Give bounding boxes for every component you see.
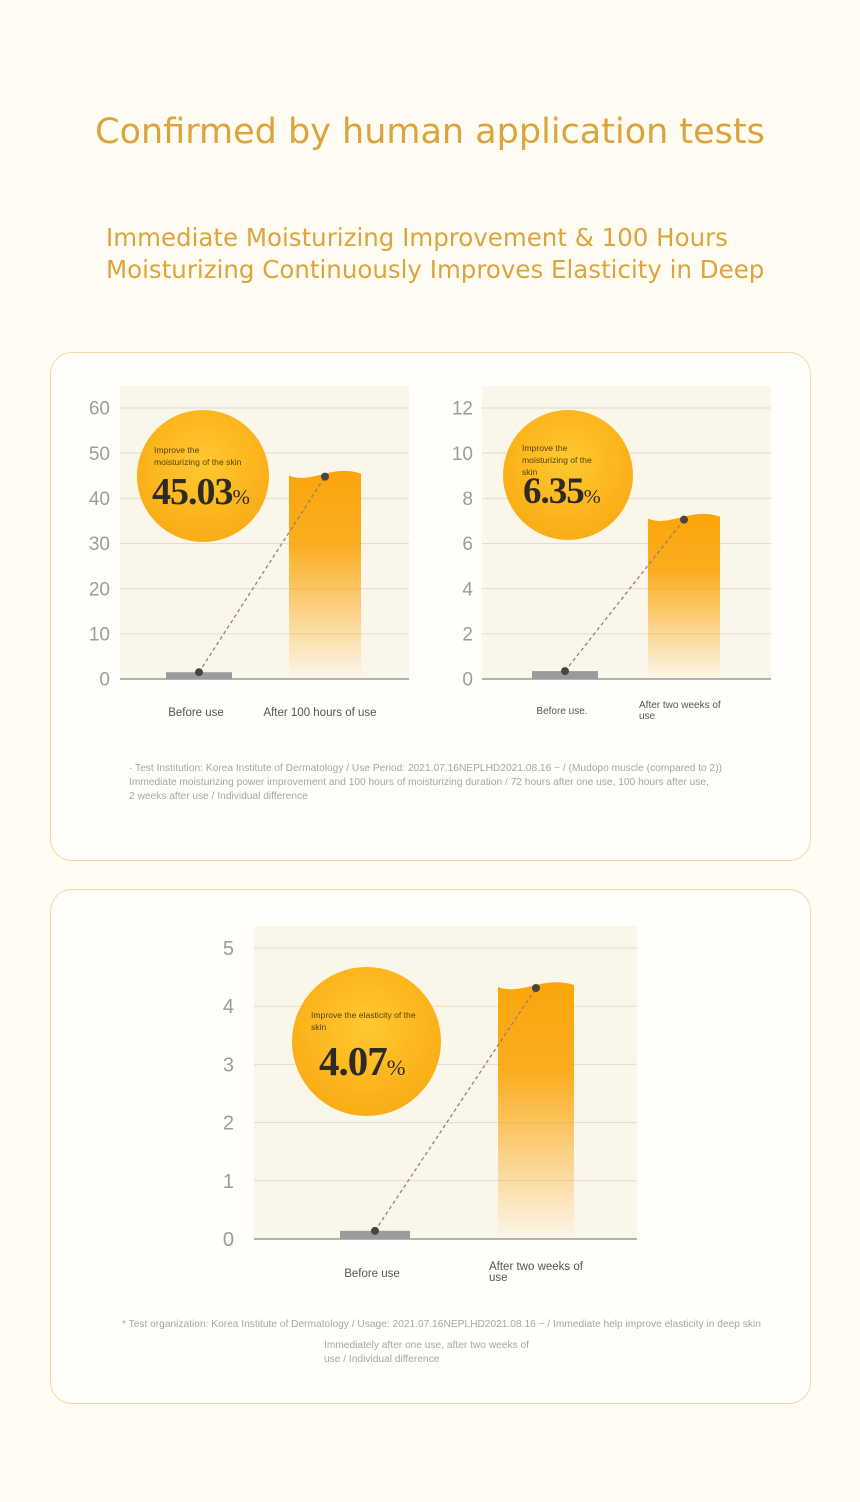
- x-category-label: Before use.: [536, 706, 587, 717]
- badge-value: 45.03%: [152, 470, 250, 514]
- badge-value-unit: %: [386, 1055, 406, 1080]
- y-tick-label: 30: [89, 534, 110, 555]
- subtitle-line-1: Immediate Moisturizing Improvement & 100…: [106, 223, 728, 252]
- badge-value: 6.35%: [523, 470, 601, 513]
- subtitle-line-2: Moisturizing Continuously Improves Elast…: [106, 255, 765, 284]
- footnote-line: 2 weeks after use / Individual differenc…: [129, 791, 308, 802]
- moisturizing-2w-badge: Improve the moisturizing of the skin 6.3…: [503, 410, 633, 540]
- footnote-line: Immediately after one use, after two wee…: [324, 1340, 529, 1351]
- y-tick-label: 10: [89, 624, 110, 645]
- bar-after: [498, 982, 574, 1239]
- page-title: Confirmed by human application tests: [95, 112, 765, 152]
- y-tick-label: 50: [89, 444, 110, 465]
- y-tick-label: 0: [99, 670, 110, 691]
- card2-footnote: * Test organization: Korea Institute of …: [122, 1318, 761, 1332]
- y-tick-label: 2: [223, 1113, 234, 1135]
- x-category-label: After two weeks of use: [639, 700, 721, 722]
- badge-value-number: 4.07: [319, 1038, 388, 1084]
- y-tick-label: 10: [452, 444, 473, 465]
- bar-after: [289, 470, 361, 679]
- y-tick-label: 6: [462, 534, 473, 555]
- y-tick-label: 20: [89, 579, 110, 600]
- y-tick-label: 2: [462, 624, 473, 645]
- y-tick-label: 8: [462, 489, 473, 510]
- y-tick-label: 0: [462, 670, 473, 691]
- data-point: [680, 515, 688, 524]
- footnote-line: · Test Institution: Korea Institute of D…: [129, 763, 722, 774]
- y-tick-label: 60: [89, 399, 110, 420]
- badge-value-number: 45.03: [152, 471, 233, 513]
- x-category-label: Before use: [344, 1268, 400, 1280]
- data-point: [321, 472, 329, 481]
- badge-label: Improve the elasticity of the skin: [311, 1010, 416, 1032]
- x-category-label: After 100 hours of use: [263, 707, 376, 719]
- card2-footnote-continued: Immediately after one use, after two wee…: [324, 1339, 529, 1367]
- y-tick-label: 12: [452, 399, 473, 420]
- y-tick-label: 3: [223, 1054, 234, 1076]
- trend-line: [374, 987, 537, 1232]
- y-tick-label: 1: [223, 1171, 234, 1193]
- badge-label: Improve the moisturizing of the skin: [522, 443, 592, 477]
- y-tick-label: 5: [223, 938, 234, 960]
- y-tick-label: 0: [223, 1229, 234, 1251]
- footnote-line: * Test organization: Korea Institute of …: [122, 1319, 761, 1330]
- data-point: [561, 667, 569, 676]
- data-point: [195, 668, 203, 677]
- badge-value-unit: %: [232, 485, 250, 509]
- x-category-label: After two weeks of use: [489, 1261, 584, 1284]
- page-subtitle: Immediate Moisturizing Improvement & 100…: [106, 222, 826, 286]
- footnote-line: use / Individual difference: [324, 1354, 440, 1365]
- elasticity-badge: Improve the elasticity of the skin 4.07%: [292, 967, 441, 1116]
- badge-label: Improve the moisturizing of the skin: [154, 445, 242, 467]
- chart-3: 0 1 2 3 4 5 Before use After two weeks of use: [223, 926, 637, 1284]
- moisturizing-100h-badge: Improve the moisturizing of the skin 45.…: [137, 410, 269, 542]
- y-tick-label: 4: [223, 996, 234, 1018]
- x-category-label: Before use: [168, 707, 224, 719]
- footnote-line: Immediate moisturizing power improvement…: [129, 777, 709, 788]
- bar-before: [340, 1230, 410, 1239]
- card1-footnote: · Test Institution: Korea Institute of D…: [129, 762, 722, 804]
- badge-value: 4.07%: [319, 1037, 406, 1085]
- bar-after: [648, 513, 720, 679]
- y-tick-label: 4: [462, 579, 473, 600]
- y-tick-label: 40: [89, 489, 110, 510]
- data-point: [371, 1226, 379, 1235]
- badge-value-unit: %: [583, 486, 601, 508]
- badge-value-number: 6.35: [523, 471, 585, 512]
- data-point: [532, 983, 540, 992]
